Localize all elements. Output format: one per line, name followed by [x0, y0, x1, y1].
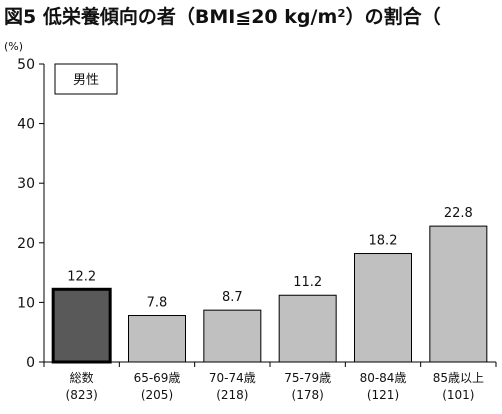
y-axis-unit: (%) — [4, 40, 23, 53]
plot-area: 0 10 20 30 40 50 12.2 総数 (823) 7.8 65-69歳 (205) 8.7 7… — [17, 57, 497, 402]
x-category-label: 70-74歳 — [209, 371, 256, 385]
y-tick-label: 10 — [17, 295, 35, 311]
bar — [128, 315, 186, 363]
y-tick-label: 40 — [17, 117, 35, 133]
data-label: 12.2 — [67, 269, 96, 284]
x-category-count: (178) — [292, 388, 324, 402]
bar — [203, 309, 262, 363]
x-category-label: 85歳以上 — [433, 371, 484, 385]
bar — [429, 225, 488, 363]
data-label: 11.2 — [293, 275, 322, 290]
y-tick-label: 50 — [17, 57, 35, 73]
bar — [278, 294, 337, 363]
x-category-label: 65-69歳 — [134, 371, 181, 385]
x-category-count: (218) — [216, 388, 248, 402]
x-category-label: 75-79歳 — [284, 371, 331, 385]
bar-total — [51, 287, 112, 364]
legend: 男性 — [54, 63, 118, 95]
x-category-count: (205) — [141, 388, 173, 402]
data-label: 22.8 — [444, 206, 473, 221]
chart-title: 図5 低栄養傾向の者（BMI≦20 kg/m²）の割合（ — [4, 5, 441, 28]
y-tick-label: 30 — [17, 176, 35, 192]
x-category-count: (101) — [442, 388, 474, 402]
legend-label: 男性 — [73, 73, 99, 88]
x-category-label: 総数 — [70, 370, 94, 385]
x-category-label: 80-84歳 — [360, 371, 407, 385]
x-category-count: (121) — [367, 388, 399, 402]
data-label: 8.7 — [222, 290, 243, 305]
legend-box — [54, 63, 118, 95]
y-tick-label: 0 — [26, 355, 35, 371]
bar — [354, 253, 412, 363]
data-label: 18.2 — [369, 234, 398, 249]
x-category-count: (823) — [66, 388, 98, 402]
data-label: 7.8 — [147, 296, 168, 311]
y-tick-label: 20 — [17, 236, 35, 252]
